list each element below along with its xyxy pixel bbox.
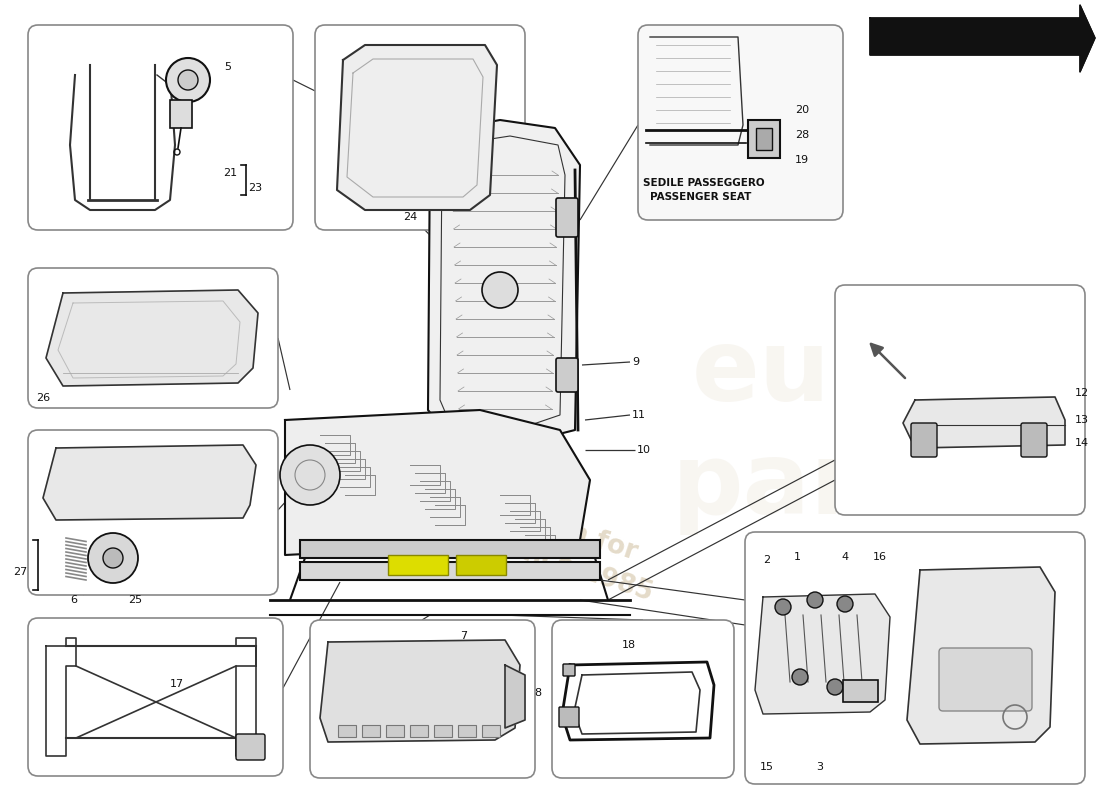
- Polygon shape: [320, 640, 520, 742]
- Text: 19: 19: [795, 155, 810, 165]
- Text: 17: 17: [170, 679, 184, 689]
- Circle shape: [280, 445, 340, 505]
- FancyBboxPatch shape: [362, 725, 380, 737]
- Text: 23: 23: [248, 183, 262, 193]
- FancyBboxPatch shape: [456, 555, 506, 575]
- Circle shape: [837, 596, 852, 612]
- Polygon shape: [505, 665, 525, 728]
- FancyBboxPatch shape: [28, 618, 283, 776]
- Polygon shape: [870, 5, 1094, 72]
- Circle shape: [103, 548, 123, 568]
- FancyBboxPatch shape: [310, 620, 535, 778]
- Text: 7: 7: [460, 631, 467, 641]
- Text: 10: 10: [637, 445, 651, 455]
- FancyBboxPatch shape: [835, 285, 1085, 515]
- Polygon shape: [46, 290, 258, 386]
- Text: 2: 2: [763, 555, 771, 565]
- FancyBboxPatch shape: [28, 268, 278, 408]
- FancyBboxPatch shape: [482, 725, 500, 737]
- Circle shape: [482, 272, 518, 308]
- Circle shape: [776, 599, 791, 615]
- Text: 9: 9: [632, 357, 639, 367]
- Text: 3: 3: [816, 762, 824, 772]
- FancyBboxPatch shape: [236, 734, 265, 760]
- Text: PASSENGER SEAT: PASSENGER SEAT: [650, 192, 751, 202]
- FancyBboxPatch shape: [458, 725, 476, 737]
- FancyBboxPatch shape: [563, 664, 575, 676]
- FancyBboxPatch shape: [1021, 423, 1047, 457]
- FancyBboxPatch shape: [911, 423, 937, 457]
- Text: 4: 4: [842, 552, 848, 562]
- Text: a passion for
parts since 1985: a passion for parts since 1985: [414, 474, 667, 606]
- FancyBboxPatch shape: [748, 120, 780, 158]
- Text: 15: 15: [760, 762, 774, 772]
- Polygon shape: [908, 567, 1055, 744]
- Text: 20: 20: [795, 105, 810, 115]
- FancyBboxPatch shape: [843, 680, 878, 702]
- Text: 18: 18: [621, 640, 636, 650]
- FancyBboxPatch shape: [756, 128, 772, 150]
- Text: 6: 6: [70, 595, 77, 605]
- Text: 5: 5: [224, 62, 231, 72]
- FancyBboxPatch shape: [939, 648, 1032, 711]
- FancyBboxPatch shape: [559, 707, 579, 727]
- FancyBboxPatch shape: [28, 25, 293, 230]
- Text: 11: 11: [632, 410, 646, 420]
- FancyBboxPatch shape: [28, 430, 278, 595]
- FancyBboxPatch shape: [434, 725, 452, 737]
- FancyBboxPatch shape: [552, 620, 734, 778]
- Polygon shape: [285, 410, 590, 555]
- FancyBboxPatch shape: [556, 198, 578, 237]
- Polygon shape: [337, 45, 497, 210]
- Text: 28: 28: [795, 130, 810, 140]
- Text: 14: 14: [1075, 438, 1089, 448]
- FancyBboxPatch shape: [315, 25, 525, 230]
- Circle shape: [88, 533, 138, 583]
- Polygon shape: [903, 397, 1065, 448]
- Circle shape: [807, 592, 823, 608]
- Circle shape: [166, 58, 210, 102]
- FancyBboxPatch shape: [338, 725, 356, 737]
- Polygon shape: [755, 594, 890, 714]
- FancyBboxPatch shape: [386, 725, 404, 737]
- Circle shape: [792, 669, 808, 685]
- Text: euro
parts: euro parts: [672, 326, 968, 534]
- FancyBboxPatch shape: [638, 25, 843, 220]
- Text: 26: 26: [36, 393, 51, 403]
- FancyBboxPatch shape: [170, 100, 192, 128]
- Text: SEDILE PASSEGGERO: SEDILE PASSEGGERO: [644, 178, 764, 188]
- Circle shape: [827, 679, 843, 695]
- Text: 1: 1: [793, 552, 801, 562]
- FancyBboxPatch shape: [556, 358, 578, 392]
- Polygon shape: [43, 445, 256, 520]
- FancyBboxPatch shape: [745, 532, 1085, 784]
- FancyBboxPatch shape: [410, 725, 428, 737]
- Text: 25: 25: [128, 595, 142, 605]
- Text: 8: 8: [534, 688, 541, 698]
- Text: 12: 12: [1075, 388, 1089, 398]
- Circle shape: [178, 70, 198, 90]
- Text: 21: 21: [223, 168, 238, 178]
- FancyBboxPatch shape: [300, 562, 600, 580]
- Text: 16: 16: [873, 552, 887, 562]
- Text: 13: 13: [1075, 415, 1089, 425]
- Text: 24: 24: [403, 212, 417, 222]
- Polygon shape: [428, 120, 580, 448]
- FancyBboxPatch shape: [388, 555, 448, 575]
- Text: 27: 27: [13, 567, 28, 577]
- FancyBboxPatch shape: [300, 540, 600, 558]
